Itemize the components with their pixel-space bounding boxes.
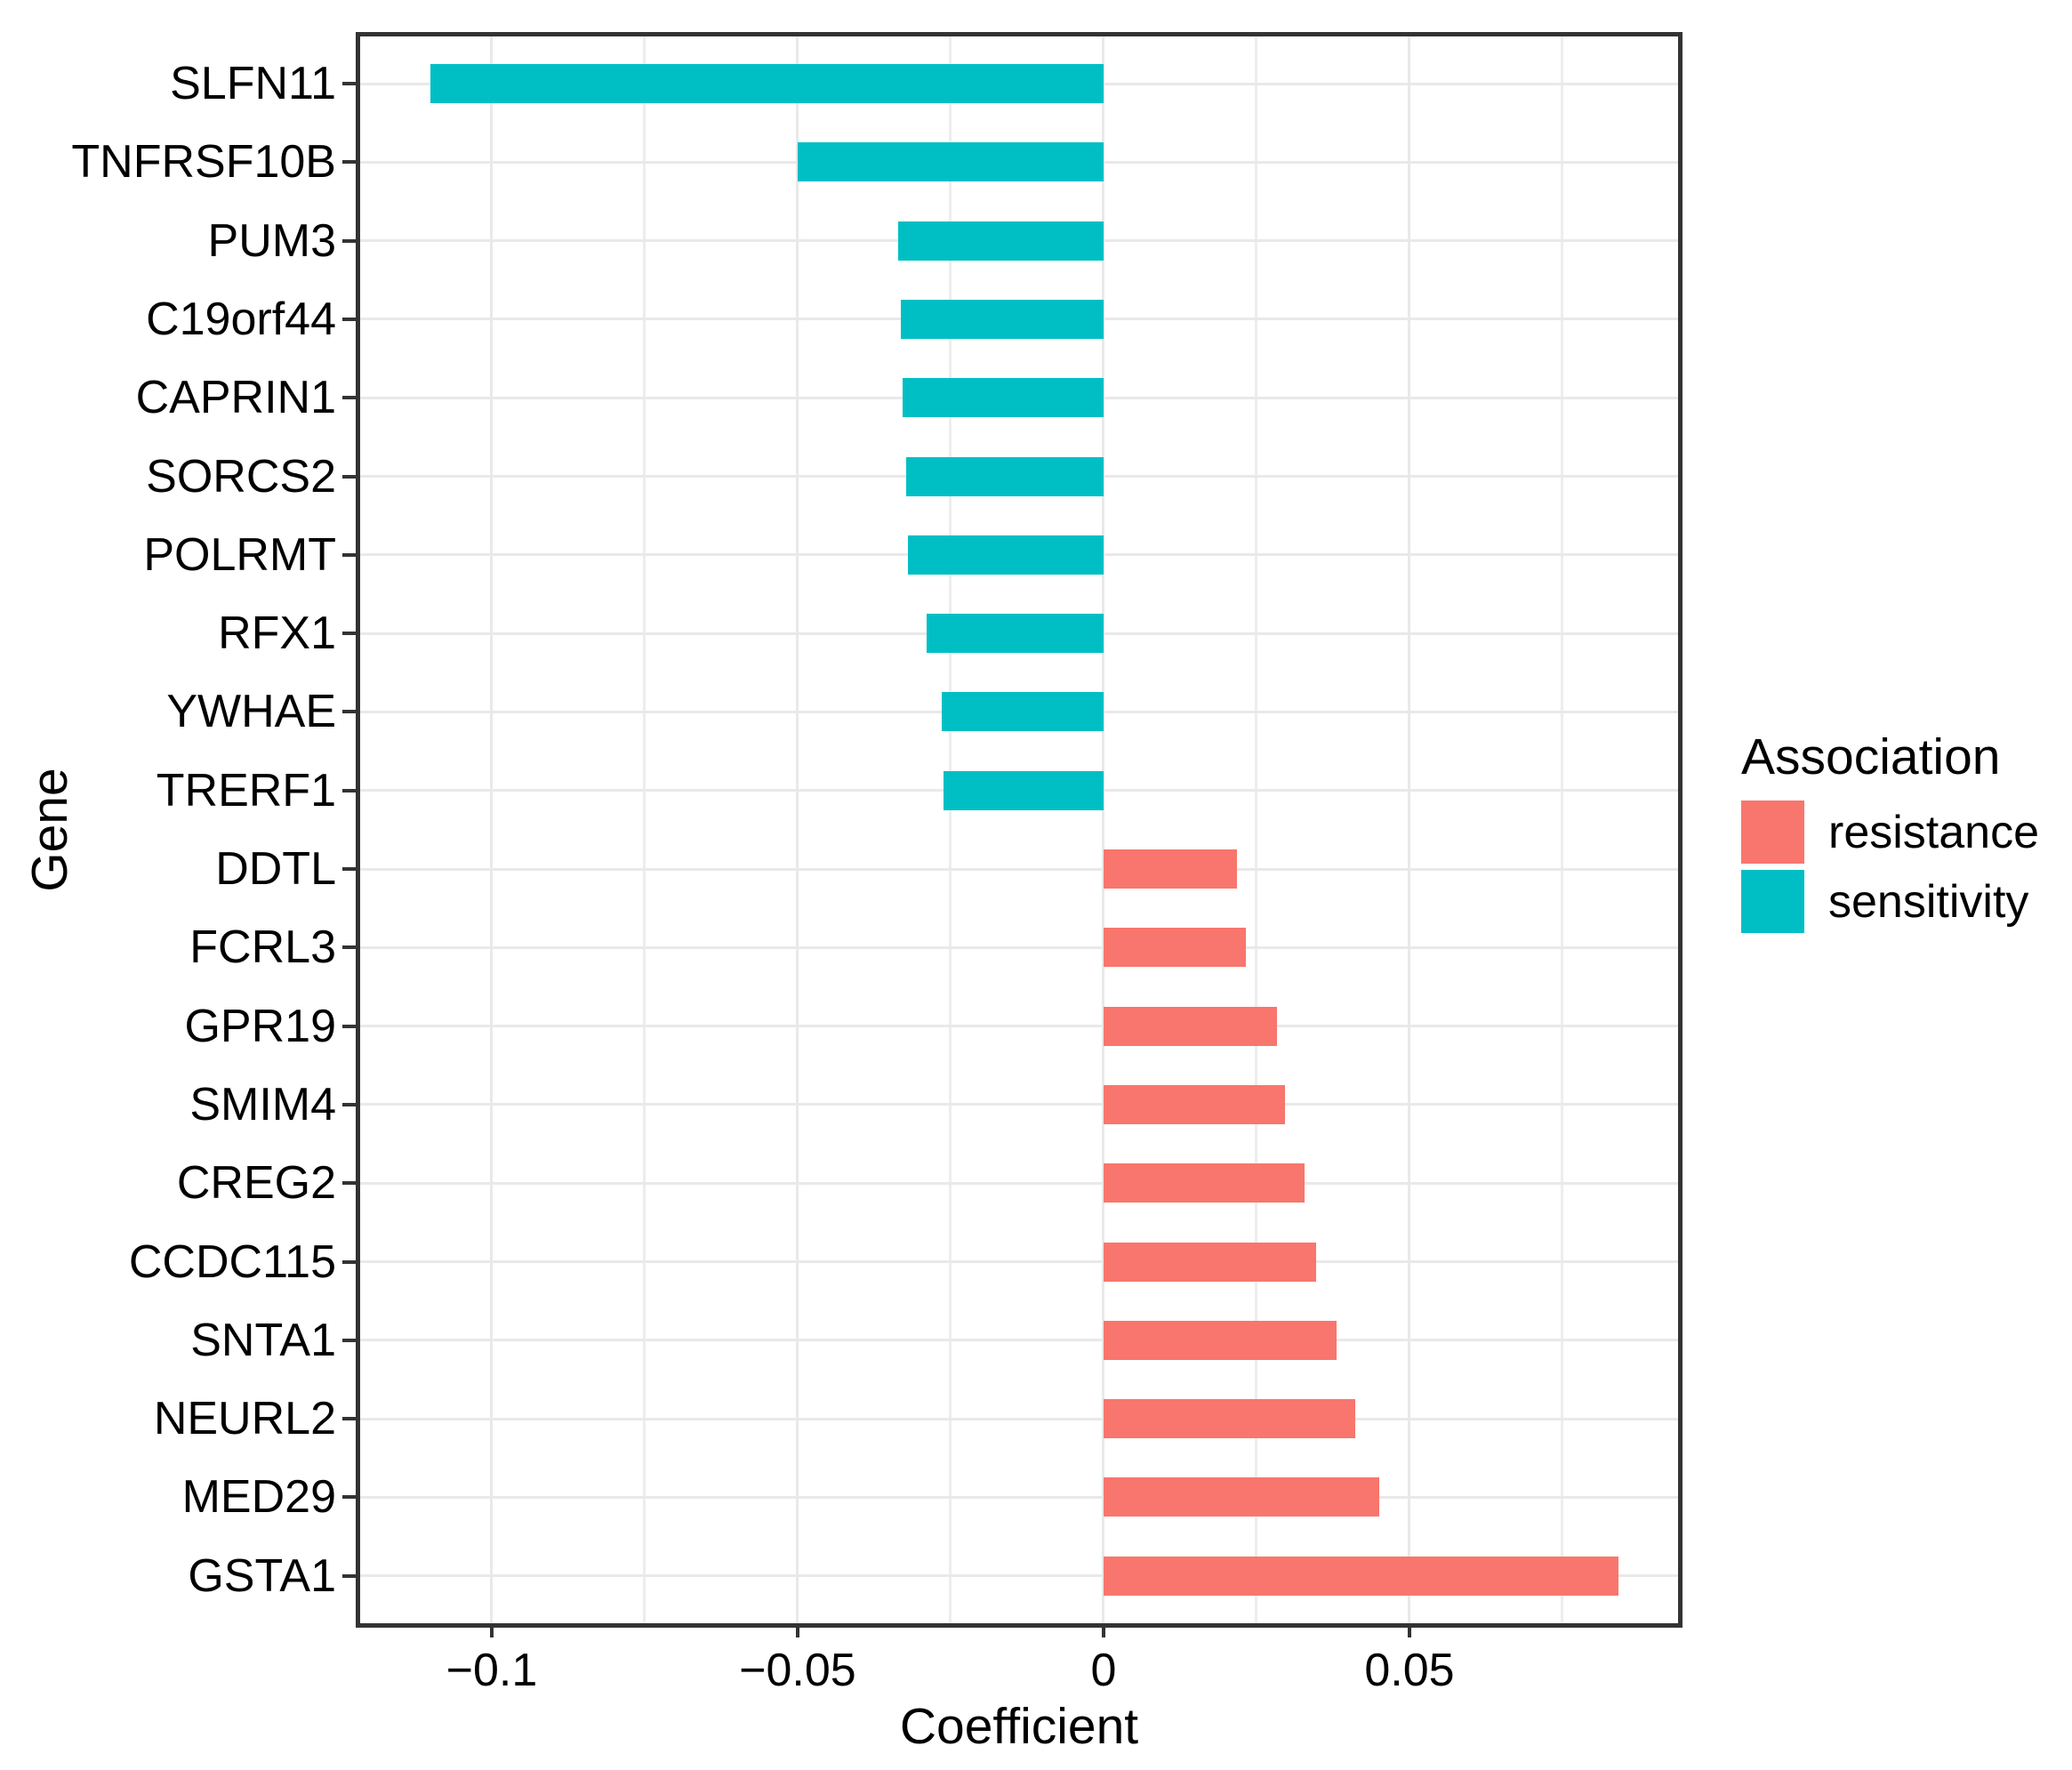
y-tick-label-C19orf44: C19orf44 <box>146 293 336 345</box>
x-tick-label: 0 <box>1090 1645 1117 1696</box>
y-tick <box>342 1495 356 1500</box>
y-tick <box>342 632 356 636</box>
legend-label-sensitivity: sensitivity <box>1828 875 2029 928</box>
bar-NEURL2 <box>1103 1399 1355 1439</box>
x-tick-label: −0.1 <box>446 1645 538 1696</box>
y-tick <box>342 474 356 479</box>
y-tick <box>342 867 356 871</box>
legend: Association resistance sensitivity <box>1741 728 2039 933</box>
y-tick <box>342 552 356 557</box>
bar-SORCS2 <box>906 456 1104 496</box>
y-tick <box>342 1102 356 1106</box>
bar-MED29 <box>1103 1477 1379 1517</box>
y-tick-label-CAPRIN1: CAPRIN1 <box>135 372 336 424</box>
legend-title: Association <box>1741 728 2001 785</box>
y-tick <box>342 788 356 792</box>
legend-item-sensitivity: sensitivity <box>1741 870 2039 933</box>
y-tick <box>342 396 356 400</box>
bar-CCDC115 <box>1103 1242 1317 1282</box>
plot-panel <box>360 36 1678 1623</box>
bar-CAPRIN1 <box>903 378 1104 418</box>
y-tick-label-SORCS2: SORCS2 <box>146 450 336 503</box>
x-tick <box>1101 1628 1105 1637</box>
y-tick <box>342 1259 356 1264</box>
y-tick-label-TRERF1: TRERF1 <box>156 764 336 817</box>
legend-item-resistance: resistance <box>1741 801 2039 864</box>
y-tick-label-CCDC115: CCDC115 <box>128 1235 336 1288</box>
bar-SMIM4 <box>1103 1084 1285 1124</box>
row-gridline <box>360 1181 1678 1185</box>
y-tick-label-MED29: MED29 <box>181 1471 336 1524</box>
bar-FCRL3 <box>1103 928 1247 968</box>
y-tick-label-TNFRSF10B: TNFRSF10B <box>71 136 336 189</box>
y-tick <box>342 82 356 85</box>
legend-label-resistance: resistance <box>1828 806 2039 858</box>
bar-YWHAE <box>942 692 1104 732</box>
bar-GSTA1 <box>1103 1556 1619 1596</box>
y-tick <box>342 1417 356 1421</box>
bar-PUM3 <box>898 221 1104 261</box>
x-axis-title: Coefficient <box>899 1698 1139 1755</box>
y-tick-label-FCRL3: FCRL3 <box>189 921 336 974</box>
sensitivity-color-swatch <box>1741 870 1804 933</box>
y-tick-label-PUM3: PUM3 <box>207 214 336 267</box>
y-tick <box>342 1181 356 1186</box>
row-gridline <box>360 1260 1678 1263</box>
y-tick-label-NEURL2: NEURL2 <box>153 1393 336 1445</box>
y-tick-label-DDTL: DDTL <box>215 843 336 895</box>
y-tick <box>342 1573 356 1578</box>
bar-SNTA1 <box>1103 1320 1337 1360</box>
major-gridline <box>1102 36 1105 1623</box>
minor-gridline <box>1561 36 1564 1623</box>
row-gridline <box>360 945 1678 949</box>
y-tick-label-SMIM4: SMIM4 <box>189 1078 336 1130</box>
y-tick-label-CREG2: CREG2 <box>176 1157 336 1210</box>
row-gridline <box>360 1574 1678 1578</box>
y-tick-label-RFX1: RFX1 <box>218 607 336 660</box>
x-tick-label: −0.05 <box>739 1645 856 1696</box>
y-tick-label-YWHAE: YWHAE <box>166 686 336 738</box>
row-gridline <box>360 867 1678 871</box>
y-tick <box>342 1338 356 1342</box>
x-tick <box>489 1628 494 1637</box>
row-gridline <box>360 1339 1678 1342</box>
minor-gridline <box>949 36 952 1623</box>
bar-SLFN11 <box>430 64 1104 103</box>
y-tick <box>342 1024 356 1028</box>
y-tick-label-POLRMT: POLRMT <box>143 528 336 581</box>
x-tick-label: 0.05 <box>1364 1645 1455 1696</box>
y-tick <box>342 317 356 321</box>
row-gridline <box>360 1495 1678 1499</box>
bar-TRERF1 <box>943 770 1104 810</box>
major-gridline <box>1408 36 1411 1623</box>
y-tick-label-GSTA1: GSTA1 <box>188 1549 336 1602</box>
y-tick <box>342 160 356 165</box>
minor-gridline <box>643 36 646 1623</box>
y-tick-label-GPR19: GPR19 <box>184 1000 336 1052</box>
bar-TNFRSF10B <box>797 142 1104 182</box>
major-gridline <box>490 36 494 1623</box>
row-gridline <box>360 1025 1678 1028</box>
minor-gridline <box>1255 36 1258 1623</box>
y-tick <box>342 710 356 714</box>
y-tick <box>342 238 356 243</box>
x-tick <box>1407 1628 1411 1637</box>
bar-RFX1 <box>927 614 1104 654</box>
y-tick <box>342 945 356 950</box>
bar-CREG2 <box>1103 1163 1305 1203</box>
row-gridline <box>360 1103 1678 1106</box>
bar-DDTL <box>1103 849 1237 889</box>
bar-GPR19 <box>1103 1006 1277 1046</box>
bar-POLRMT <box>907 535 1104 575</box>
x-tick <box>795 1628 799 1637</box>
y-tick-label-SNTA1: SNTA1 <box>190 1314 336 1366</box>
plot-panel-border <box>356 32 1682 1628</box>
bar-C19orf44 <box>900 299 1104 339</box>
resistance-color-swatch <box>1741 801 1804 864</box>
major-gridline <box>796 36 799 1623</box>
row-gridline <box>360 1417 1678 1420</box>
y-tick-label-SLFN11: SLFN11 <box>170 58 336 109</box>
